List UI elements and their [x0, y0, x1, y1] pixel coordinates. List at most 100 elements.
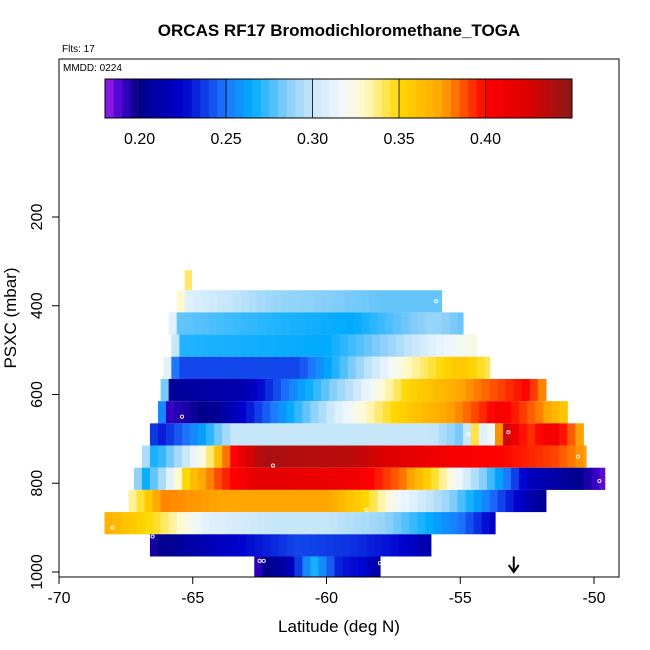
heatmap-cell	[264, 512, 274, 535]
heatmap-cell	[481, 489, 491, 513]
heatmap-cell	[286, 467, 295, 490]
heatmap-cell	[264, 489, 274, 513]
data-marker	[179, 414, 185, 419]
heatmap-cell	[198, 445, 207, 468]
heatmap-cell	[337, 290, 346, 313]
heatmap-cell	[527, 423, 536, 446]
colorbar-segment	[243, 79, 253, 118]
heatmap-cell	[267, 334, 277, 357]
heatmap-cell	[543, 445, 552, 468]
heatmap-cell	[575, 423, 584, 446]
heatmap-cell	[246, 534, 255, 557]
heatmap-cell	[240, 489, 250, 513]
heatmap-cell	[200, 290, 210, 313]
colorbar-segment	[226, 79, 236, 118]
heatmap-cell	[273, 489, 282, 513]
heatmap-cell	[417, 512, 427, 535]
colorbar-tick-label: 0.25	[210, 131, 241, 148]
heatmap-cell	[256, 312, 266, 335]
heatmap-cell	[377, 512, 386, 535]
colorbar-segment	[450, 79, 461, 118]
heatmap-cell	[254, 401, 263, 424]
heatmap-cell	[511, 401, 520, 424]
heatmap-cell	[192, 489, 202, 513]
heatmap-cell	[310, 445, 320, 468]
heatmap-cell	[192, 378, 202, 402]
heatmap-cell	[350, 423, 360, 446]
heatmap-cell	[417, 312, 427, 335]
data-marker	[434, 299, 439, 304]
heatmap-cell	[256, 489, 266, 513]
heatmap-cell	[297, 512, 306, 535]
heatmap-cell	[380, 356, 389, 379]
heatmap-cell	[270, 534, 279, 557]
heatmap-cell	[334, 467, 344, 490]
heatmap-row	[254, 556, 381, 577]
heatmap-cell	[331, 356, 341, 379]
heatmap-row	[141, 445, 587, 468]
data-marker	[364, 507, 369, 512]
colorbar-segment	[537, 79, 547, 118]
heatmap-cell	[152, 489, 162, 513]
heatmap-cell	[318, 401, 328, 424]
heatmap-cell	[248, 312, 258, 335]
heatmap-cell	[133, 467, 143, 490]
heatmap-cell	[144, 512, 154, 535]
y-tick-label: 1000	[29, 554, 46, 590]
heatmap-cell	[454, 467, 464, 490]
heatmap-cell	[465, 378, 475, 402]
heatmap-cell	[337, 489, 346, 513]
heatmap-cell	[361, 290, 370, 313]
heatmap-cell	[449, 378, 459, 402]
heatmap-cell	[160, 512, 170, 535]
heatmap-cell	[278, 467, 287, 490]
heatmap-cell	[329, 378, 338, 402]
heatmap-cell	[302, 445, 312, 468]
heatmap-cell	[256, 512, 266, 535]
heatmap-cell	[273, 512, 282, 535]
heatmap-cell	[206, 467, 215, 490]
heatmap-cell	[366, 423, 376, 446]
heatmap-cell	[519, 445, 528, 468]
y-tick-label: 200	[29, 204, 46, 231]
heatmap-cell	[318, 423, 328, 446]
heatmap-cell	[430, 423, 440, 446]
heatmap-cell	[358, 401, 368, 424]
heatmap-cell	[160, 378, 170, 402]
heatmap-cell	[248, 489, 258, 513]
heatmap-cell	[216, 512, 226, 535]
heatmap-cell	[232, 512, 242, 535]
heatmap-cell	[361, 489, 370, 513]
heatmap-cell	[559, 423, 568, 446]
colorbar-segment	[139, 79, 149, 118]
heatmap-cell	[128, 512, 138, 535]
heatmap-cell	[398, 401, 408, 424]
heatmap-cell	[393, 489, 402, 513]
colorbar: 0.20 0.25 0.30 0.35 0.40	[104, 78, 573, 148]
heatmap-cell	[353, 290, 362, 313]
colorbar-segment	[528, 79, 538, 118]
heatmap-cell	[240, 512, 250, 535]
heatmap-cell	[438, 401, 448, 424]
heatmap-cell	[198, 401, 207, 424]
heatmap-cell	[478, 401, 488, 424]
heatmap-cell	[310, 556, 320, 577]
heatmap-cell	[481, 378, 491, 402]
heatmap-cell	[353, 512, 362, 535]
heatmap-cell	[214, 534, 223, 557]
heatmap-cell	[382, 445, 392, 468]
data-marker	[377, 561, 383, 566]
heatmap-cell	[406, 445, 416, 468]
colorbar-segment	[234, 79, 244, 118]
heatmap-cell	[329, 489, 338, 513]
heatmap-cell	[388, 356, 397, 379]
heatmap-cell	[337, 378, 346, 402]
heatmap-cell	[374, 534, 384, 557]
heatmap-cell	[120, 512, 130, 535]
heatmap-cell	[377, 489, 386, 513]
colorbar-segment	[174, 79, 184, 118]
colorbar-segment	[494, 79, 504, 118]
heatmap-cell	[433, 512, 443, 535]
heatmap-cell	[460, 356, 469, 379]
heatmap-cell	[195, 334, 205, 357]
